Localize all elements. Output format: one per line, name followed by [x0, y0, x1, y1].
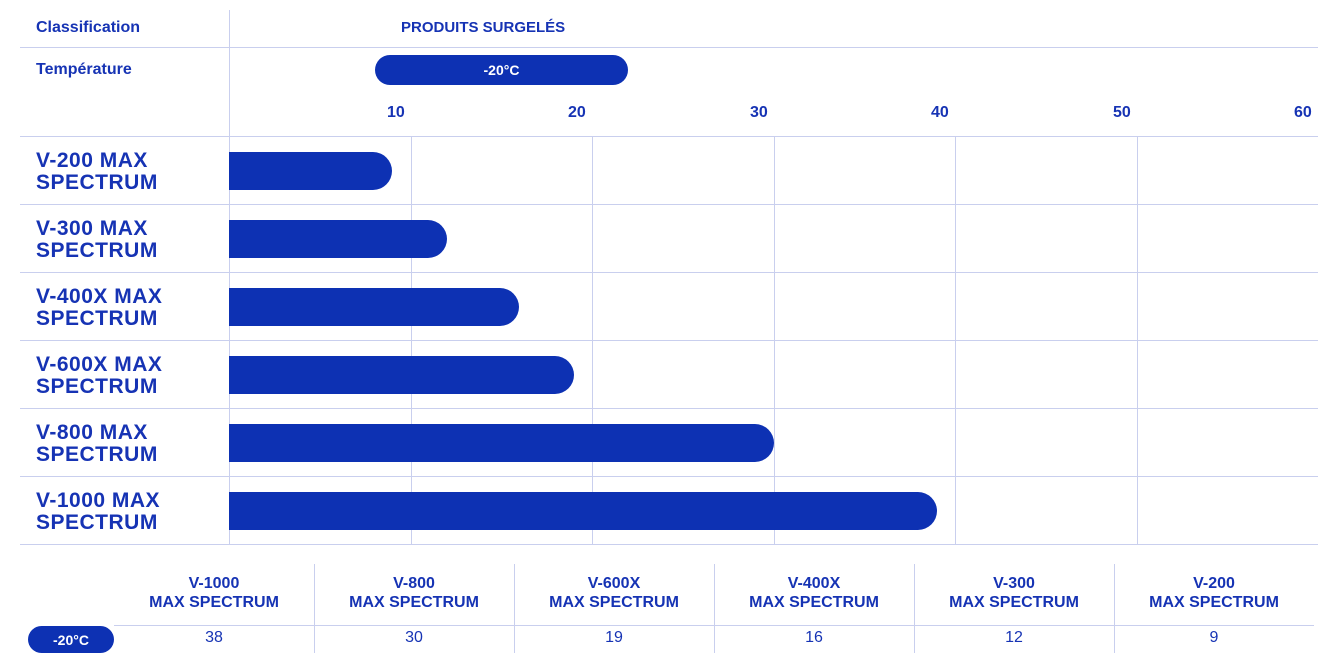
row-divider — [20, 204, 1318, 205]
bar — [229, 492, 937, 530]
table-column-divider — [514, 564, 515, 653]
classification-value: PRODUITS SURGELÉS — [401, 19, 566, 36]
category-label: V-200 MAX SPECTRUM — [36, 149, 158, 194]
table-cell: 30 — [405, 629, 423, 646]
table-cell: 12 — [1005, 629, 1023, 646]
table-cell: 9 — [1209, 629, 1219, 646]
table-header: V-300 MAX SPECTRUM — [949, 575, 1079, 611]
x-tick-label: 10 — [387, 104, 405, 121]
chart-top-line — [20, 136, 1318, 137]
category-label: V-300 MAX SPECTRUM — [36, 217, 158, 262]
table-column-divider — [714, 564, 715, 653]
bar — [229, 288, 519, 326]
x-tick-label: 20 — [568, 104, 586, 121]
category-label: V-400X MAX SPECTRUM — [36, 285, 163, 330]
x-tick-label: 60 — [1294, 104, 1312, 121]
table-divider — [114, 625, 1314, 626]
table-header: V-1000 MAX SPECTRUM — [149, 575, 279, 611]
row-divider — [20, 544, 1318, 545]
chart-axis-line — [229, 10, 230, 545]
table-cell: 16 — [805, 629, 823, 646]
row-divider — [20, 476, 1318, 477]
row-divider — [20, 408, 1318, 409]
table-header: V-400X MAX SPECTRUM — [749, 575, 879, 611]
temperature-pill: -20°C — [375, 55, 628, 85]
row-divider — [20, 340, 1318, 341]
x-tick-label: 50 — [1113, 104, 1131, 121]
table-column-divider — [914, 564, 915, 653]
bar — [229, 220, 447, 258]
row-divider — [20, 272, 1318, 273]
x-tick-label: 30 — [750, 104, 768, 121]
table-cell: 19 — [605, 629, 623, 646]
table-header: V-200 MAX SPECTRUM — [1149, 575, 1279, 611]
category-label: V-800 MAX SPECTRUM — [36, 421, 158, 466]
classification-label: Classification — [36, 19, 141, 36]
table-column-divider — [314, 564, 315, 653]
table-column-divider — [1114, 564, 1115, 653]
x-tick-label: 40 — [931, 104, 949, 121]
header-divider-1 — [20, 47, 1318, 48]
table-cell: 38 — [205, 629, 223, 646]
table-header: V-600X MAX SPECTRUM — [549, 575, 679, 611]
table-row-label: -20°C — [28, 626, 114, 653]
bar — [229, 356, 574, 394]
bar — [229, 152, 392, 190]
table-header: V-800 MAX SPECTRUM — [349, 575, 479, 611]
category-label: V-1000 MAX SPECTRUM — [36, 489, 161, 534]
category-label: V-600X MAX SPECTRUM — [36, 353, 163, 398]
bar — [229, 424, 774, 462]
temperature-label: Température — [36, 61, 132, 78]
